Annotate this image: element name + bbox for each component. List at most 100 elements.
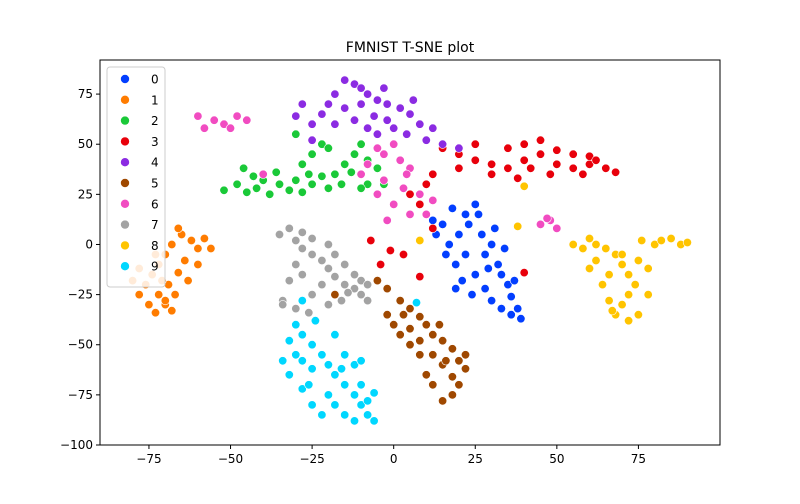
point-class-9	[304, 380, 314, 390]
point-class-4	[363, 123, 373, 133]
point-class-5	[405, 304, 415, 314]
point-class-6	[535, 219, 545, 229]
point-class-9	[340, 350, 350, 360]
point-class-7	[330, 272, 340, 282]
point-class-7	[356, 290, 366, 300]
point-class-2	[317, 139, 327, 149]
point-class-0	[503, 280, 513, 290]
point-class-7	[340, 259, 350, 269]
point-class-9	[310, 316, 320, 326]
point-class-7	[323, 240, 333, 250]
point-class-5	[447, 390, 457, 400]
point-class-9	[278, 356, 288, 366]
point-class-9	[349, 390, 359, 400]
point-class-4	[382, 115, 392, 125]
legend-marker-3	[120, 136, 130, 147]
point-class-2	[232, 179, 242, 189]
point-class-0	[447, 203, 457, 213]
point-class-0	[506, 292, 516, 302]
point-class-9	[297, 330, 307, 340]
point-class-3	[398, 250, 408, 260]
point-class-3	[405, 189, 415, 199]
point-class-4	[415, 119, 425, 129]
point-class-7	[307, 290, 317, 300]
point-class-8	[682, 238, 692, 248]
point-class-6	[209, 115, 219, 125]
point-class-5	[405, 340, 415, 350]
point-class-4	[330, 89, 340, 99]
point-class-7	[297, 227, 307, 237]
legend-marker-4	[120, 157, 130, 167]
point-class-3	[470, 155, 480, 165]
point-class-3	[385, 246, 395, 256]
point-class-9	[411, 298, 421, 308]
x-tick-label: 75	[631, 452, 646, 466]
point-class-0	[438, 219, 448, 229]
point-class-6	[415, 189, 425, 199]
point-class-4	[372, 129, 382, 139]
point-class-6	[379, 149, 389, 159]
point-class-6	[219, 119, 229, 129]
point-class-9	[349, 416, 359, 426]
point-class-5	[405, 324, 415, 334]
point-class-2	[323, 183, 333, 193]
point-class-1	[144, 300, 154, 310]
point-class-8	[617, 300, 627, 310]
point-class-3	[415, 199, 425, 209]
point-class-3	[535, 149, 545, 159]
point-class-8	[630, 280, 640, 290]
point-class-7	[323, 263, 333, 273]
legend-label-8: 8	[151, 239, 159, 253]
plot-frame	[99, 59, 721, 446]
point-class-5	[428, 330, 438, 340]
point-class-3	[611, 167, 621, 177]
point-class-7	[297, 270, 307, 280]
legend-label-3: 3	[151, 135, 159, 149]
point-class-4	[340, 103, 350, 113]
point-class-5	[421, 320, 431, 330]
point-class-2	[336, 179, 346, 189]
point-class-7	[291, 259, 301, 269]
point-class-7	[307, 234, 317, 244]
point-class-3	[454, 163, 464, 173]
point-class-3	[535, 135, 545, 145]
point-class-3	[503, 163, 513, 173]
point-class-7	[278, 300, 288, 310]
point-class-0	[493, 259, 503, 269]
point-class-5	[395, 330, 405, 340]
point-class-6	[402, 169, 412, 179]
point-class-3	[591, 155, 601, 165]
point-class-3	[487, 169, 497, 179]
point-class-5	[382, 310, 392, 320]
point-class-4	[428, 123, 438, 133]
point-class-0	[457, 276, 467, 286]
point-class-1	[199, 234, 209, 244]
point-class-8	[415, 236, 425, 246]
point-class-4	[363, 89, 373, 99]
point-class-2	[323, 143, 333, 153]
point-class-8	[584, 234, 594, 244]
chart-title: FMNIST T-SNE plot	[346, 40, 475, 56]
point-class-8	[624, 316, 634, 326]
point-class-5	[454, 380, 464, 390]
legend-marker-1	[120, 95, 130, 105]
point-class-0	[441, 250, 451, 260]
legend-marker-0	[120, 74, 130, 84]
point-class-6	[193, 111, 203, 121]
point-class-2	[307, 179, 317, 189]
point-class-5	[460, 364, 470, 374]
point-class-5	[398, 310, 408, 320]
point-class-0	[477, 230, 487, 240]
x-tick-label: −50	[218, 452, 243, 466]
legend-marker-6	[120, 199, 130, 209]
point-class-3	[513, 173, 523, 183]
point-class-0	[496, 270, 506, 280]
point-class-7	[340, 280, 350, 290]
point-class-9	[349, 360, 359, 370]
point-class-9	[340, 380, 350, 390]
legend-marker-9	[120, 261, 130, 272]
point-class-2	[291, 129, 301, 139]
legend-label-2: 2	[151, 114, 159, 128]
legend-marker-7	[120, 219, 130, 230]
